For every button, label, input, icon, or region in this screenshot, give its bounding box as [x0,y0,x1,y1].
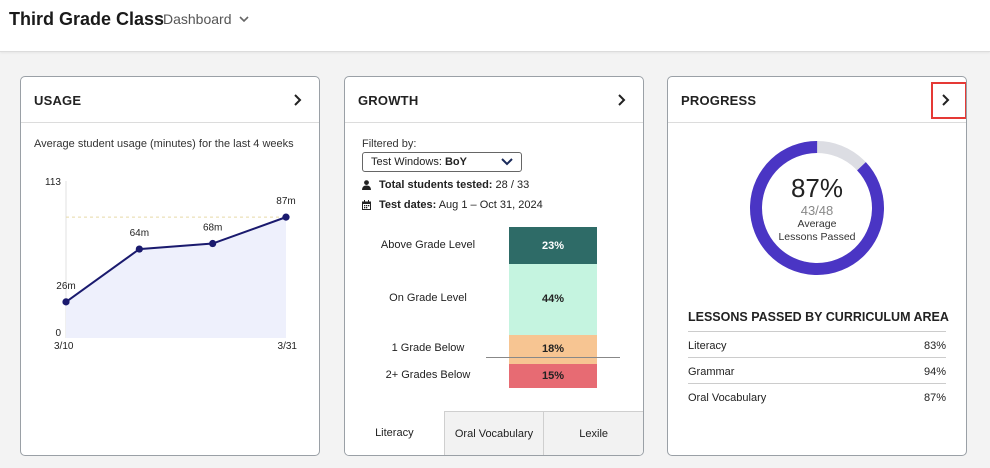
progress-fraction: 43/48 [800,203,834,218]
chevron-down-icon [501,158,513,166]
tab-oral-vocabulary[interactable]: Oral Vocabulary [443,411,544,455]
y-tick-label: 113 [45,177,61,188]
dates-label: Test dates: [379,199,437,211]
filter-prefix: Test Windows: [371,156,442,168]
progress-open-button[interactable] [935,89,957,111]
growth-open-button[interactable] [611,89,633,111]
progress-title: PROGRESS [681,93,757,108]
progress-card-header: PROGRESS [668,77,966,123]
data-point[interactable] [62,298,70,306]
chevron-down-icon [238,16,249,23]
growth-level-label: Above Grade Level [380,238,476,251]
data-label: 26m [56,281,75,292]
data-point[interactable] [209,239,217,248]
growth-tabs: Literacy Oral Vocabulary Lexile [345,411,643,455]
dashboard-label: Dashboard [163,11,232,27]
growth-bar: 44% [509,264,597,335]
chevron-right-icon [294,94,302,106]
filter-value: BoY [444,156,467,168]
growth-bar: 15% [509,363,597,388]
data-point[interactable] [282,213,290,221]
class-title: Third Grade Class [9,9,165,29]
growth-bar: 23% [509,227,597,265]
highlight-box [931,82,966,119]
top-bar: Third Grade Class Dashboard [0,0,990,52]
growth-level-label: 2+ Grades Below [385,368,471,381]
filter-label: Filtered by: [362,138,417,150]
tab-literacy[interactable]: Literacy [345,411,444,455]
data-label: 64m [130,228,149,239]
chevron-right-icon [618,94,626,106]
growth-card: GROWTH Filtered by: Test Windows: BoY To… [344,76,644,456]
test-dates: Test dates: Aug 1 – Oct 31, 2024 [362,199,543,211]
students-value: 28 / 33 [495,179,530,191]
progress-percent: 87% [790,173,844,203]
growth-level-label: 1 Grade Below [391,342,465,355]
usage-subtitle: Average student usage (minutes) for the … [34,138,294,150]
usage-card-header: USAGE [21,77,319,123]
growth-card-header: GROWTH [345,77,643,123]
caption-line-1: Average [797,218,837,230]
area-name: Literacy [688,339,727,352]
data-label: 87m [276,196,295,207]
progress-caption: Average Lessons Passed [748,218,886,244]
usage-line [65,216,287,303]
list-item: Literacy 83% [688,331,946,357]
curriculum-area-title: LESSONS PASSED BY CURRICULUM AREA [688,310,949,324]
grade-level-divider [486,357,620,358]
growth-bar: 18% [509,334,597,364]
area-value: 94% [923,365,946,378]
progress-donut [750,141,884,275]
data-point[interactable] [135,245,143,253]
dates-value: Aug 1 – Oct 31, 2024 [438,199,543,211]
list-item: Grammar 94% [688,357,946,383]
growth-title: GROWTH [358,93,419,108]
usage-card: USAGE Average student usage (minutes) fo… [20,76,320,456]
person-icon [362,180,371,190]
dashboard-dropdown[interactable]: Dashboard [163,11,250,27]
area-name: Oral Vocabulary [688,391,767,404]
area-value: 83% [923,339,946,352]
data-label: 68m [203,223,222,234]
students-label: Total students tested: [379,179,493,191]
y-tick-label: 0 [55,328,61,339]
usage-chart: 26m 64m 68m 87m 113 0 3/10 3/31 [45,177,298,352]
chevron-right-icon [942,94,950,106]
calendar-icon [362,200,371,210]
area-name: Grammar [688,365,735,378]
donut-fill [750,141,884,275]
caption-line-2: Lessons Passed [778,231,856,243]
students-tested: Total students tested: 28 / 33 [362,179,529,191]
x-tick-label: 3/31 [278,341,298,352]
usage-title: USAGE [34,93,82,108]
tab-lexile[interactable]: Lexile [543,411,643,455]
x-tick-label: 3/10 [54,341,74,352]
usage-area [66,217,286,338]
test-window-select[interactable]: Test Windows: BoY [362,152,522,172]
growth-level-label: On Grade Level [389,292,467,305]
progress-card: PROGRESS 87% 43/48 Average Lessons Passe… [667,76,967,456]
list-item: Oral Vocabulary 87% [688,383,946,409]
area-value: 87% [923,391,946,404]
usage-open-button[interactable] [287,89,309,111]
